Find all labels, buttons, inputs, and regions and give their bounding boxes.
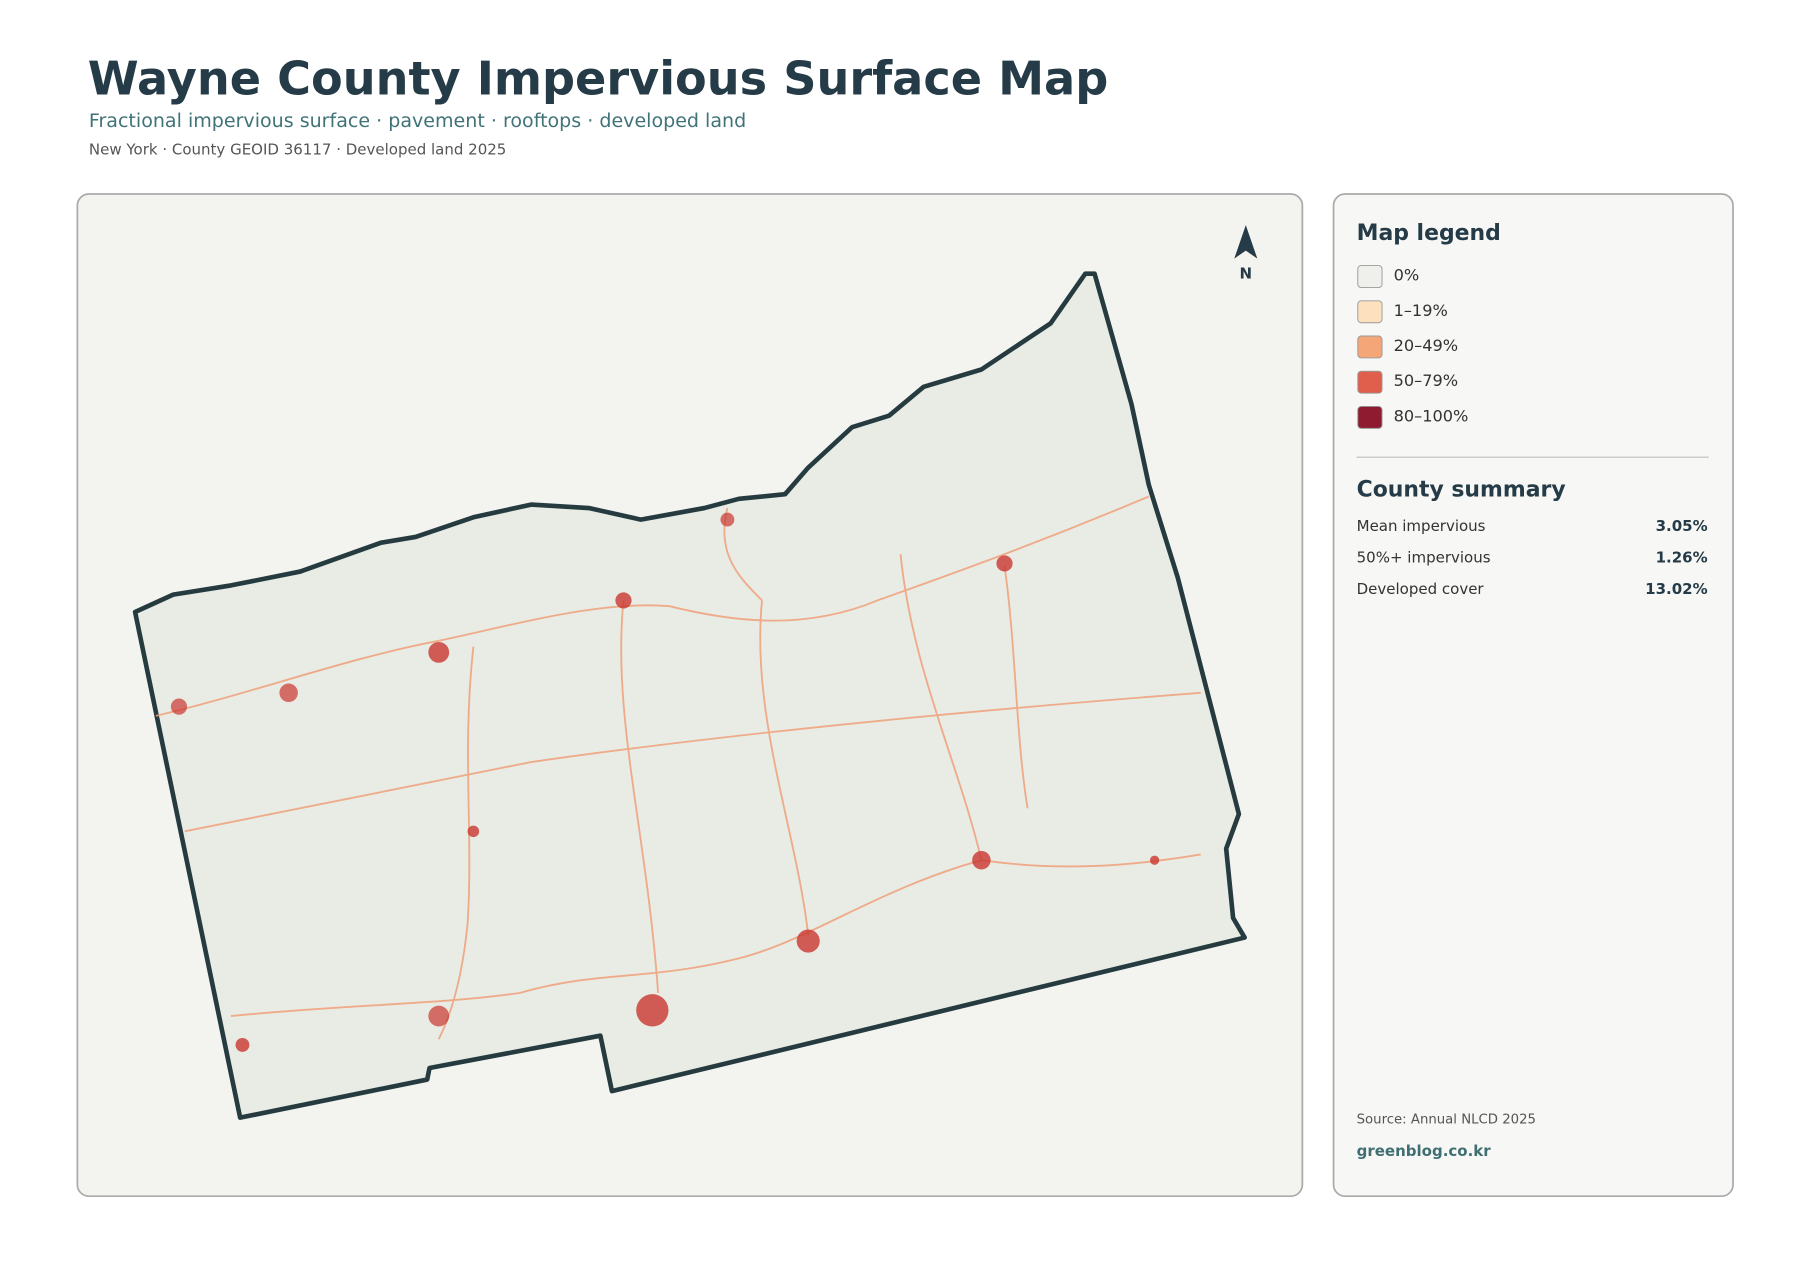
legend-swatch <box>1357 335 1383 359</box>
summary-value: 1.26% <box>1656 549 1708 567</box>
legend-swatch <box>1357 300 1383 324</box>
summary-value: 3.05% <box>1656 517 1708 535</box>
summary-label: Developed cover <box>1357 580 1485 598</box>
legend-label: 20–49% <box>1394 336 1459 355</box>
subtitle: Fractional impervious surface · pavement… <box>89 110 746 132</box>
source: Source: Annual NLCD 2025 <box>1357 1112 1536 1127</box>
summary-rows: Mean impervious 3.05% 50%+ impervious 1.26%… <box>1357 517 1708 598</box>
legend-label: 0% <box>1394 266 1420 285</box>
roads <box>155 495 1201 1040</box>
legend-label: 1–19% <box>1394 301 1448 320</box>
summary-label: 50%+ impervious <box>1357 549 1491 567</box>
summary-value: 13.02% <box>1645 580 1707 598</box>
summary-label: Mean impervious <box>1357 517 1486 535</box>
legend-label: 80–100% <box>1394 406 1469 425</box>
title: Wayne County Impervious Surface Map <box>88 52 1109 106</box>
legend-swatch <box>1357 405 1383 429</box>
legend-title: Map legend <box>1357 221 1501 246</box>
legend-panel <box>1332 193 1734 1198</box>
map: N <box>132 225 1258 1120</box>
legend-swatch <box>1357 370 1383 394</box>
legend-label: 50–79% <box>1394 371 1459 390</box>
summary-title: County summary <box>1357 478 1566 503</box>
north-label: N <box>1240 264 1253 282</box>
north-arrow <box>1234 225 1258 259</box>
meta: New York · County GEOID 36117 · Develope… <box>89 141 506 159</box>
legend-items: 0% 1–19% 20–49% 50–79% 80–100% <box>1357 265 1469 429</box>
legend-swatch <box>1357 265 1383 288</box>
credit: greenblog.co.kr <box>1357 1142 1492 1160</box>
towns <box>170 512 1160 1052</box>
county-boundary <box>132 271 1247 1120</box>
